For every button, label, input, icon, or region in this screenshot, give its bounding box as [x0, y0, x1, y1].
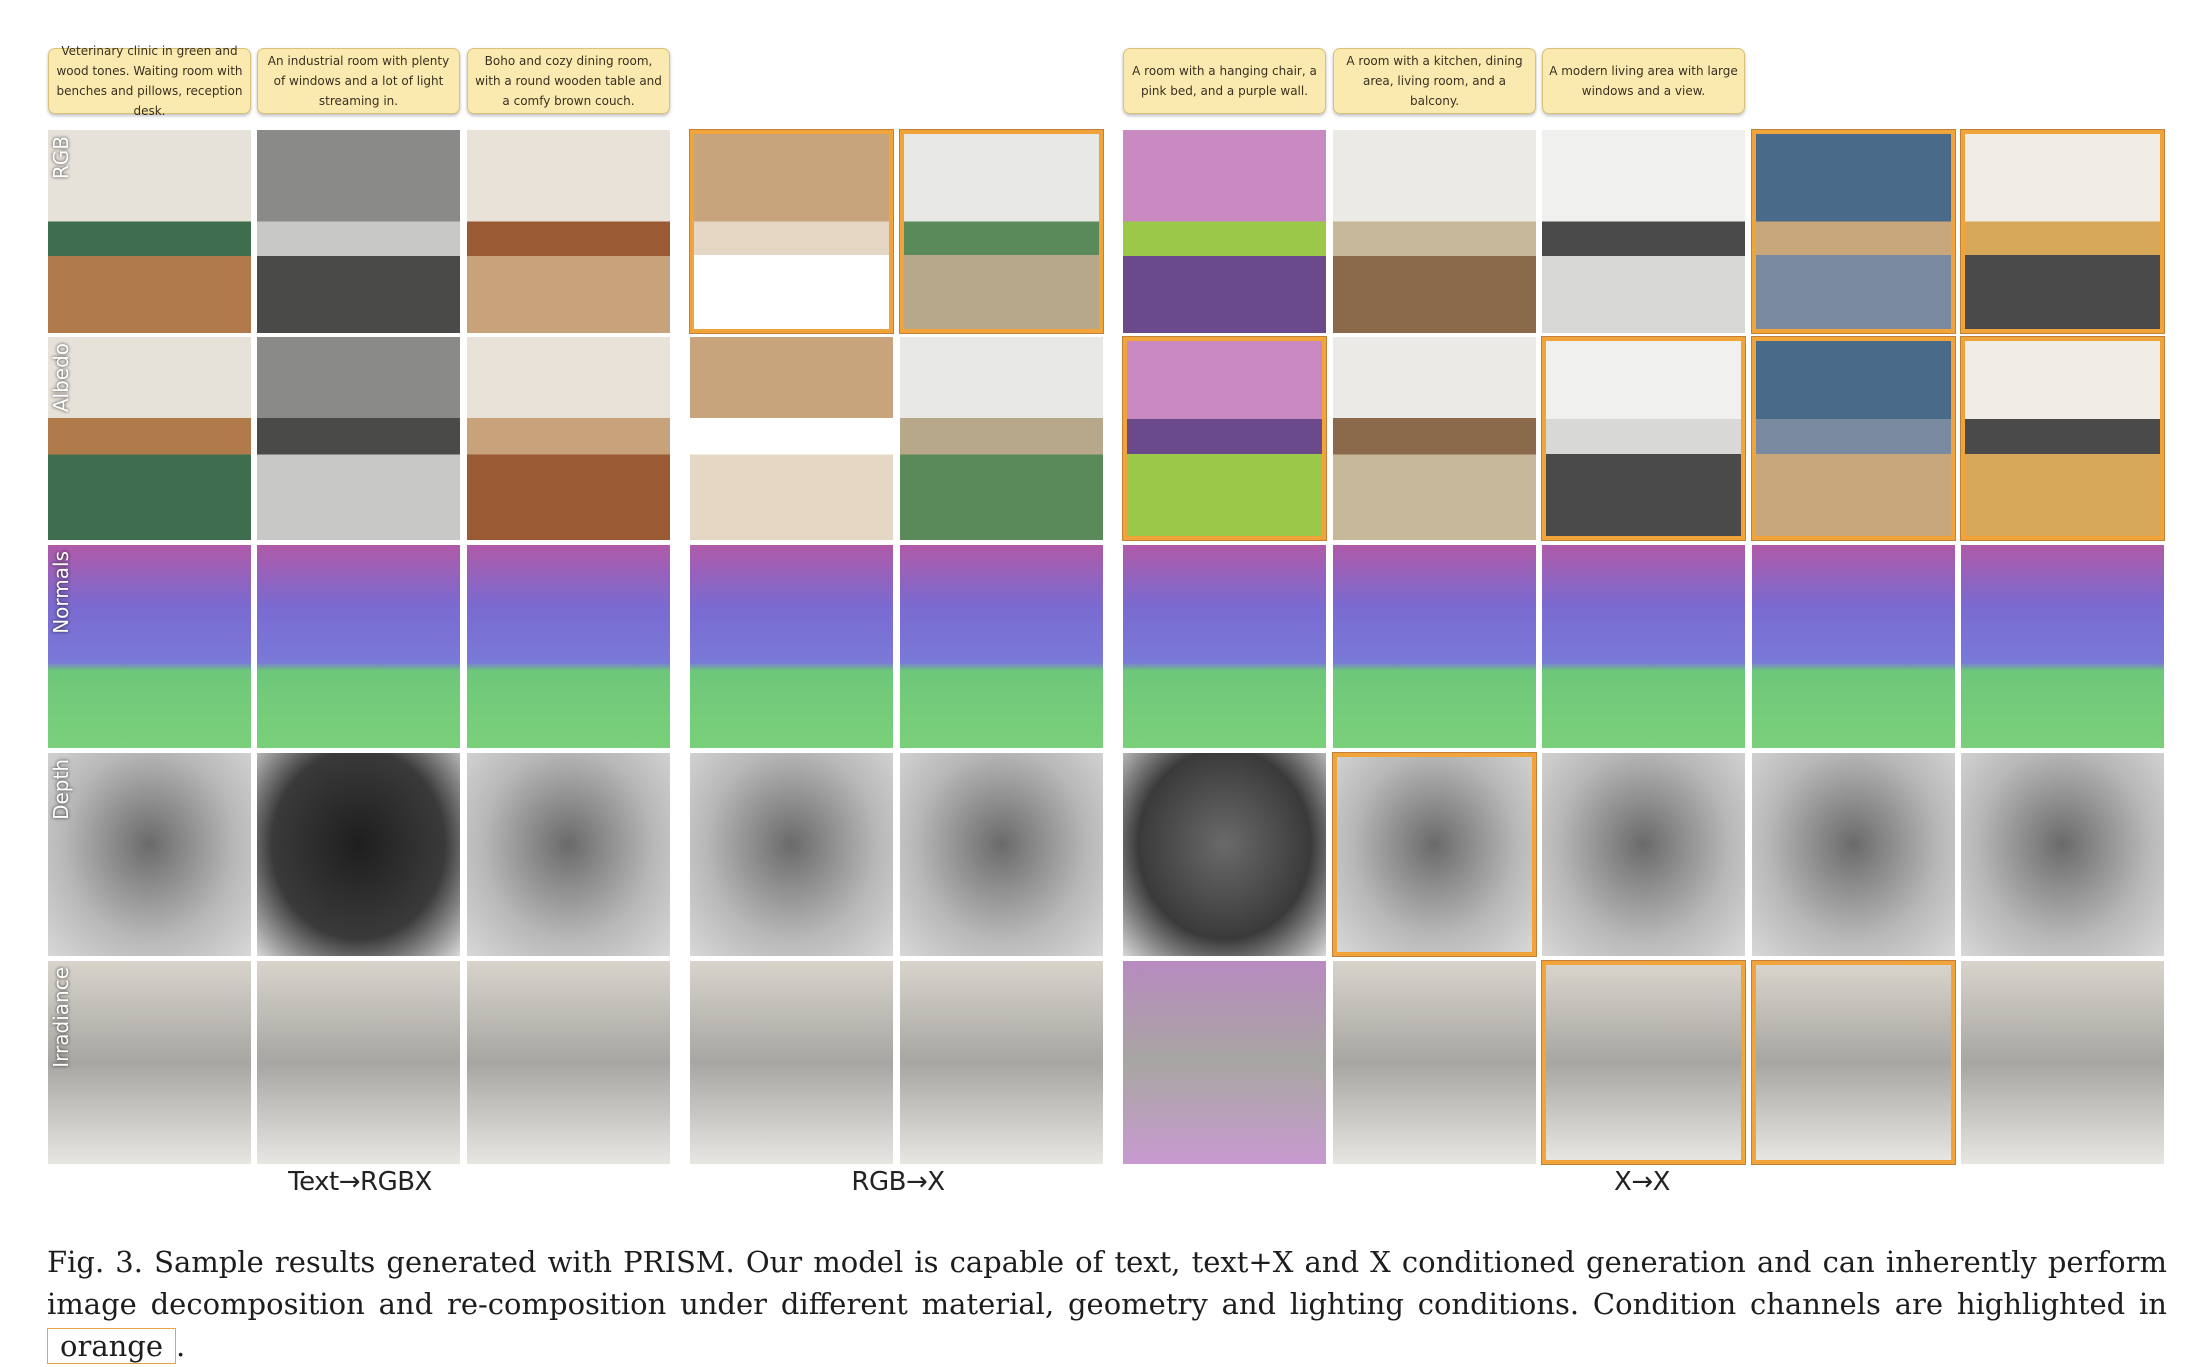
tile-rgb-2x-scene1-depth — [690, 753, 893, 956]
tile-rgb-2x-scene2-rgb — [900, 130, 1103, 333]
tile-rgb-2x-scene1-normals — [690, 545, 893, 748]
tile-rgb-2x-scene1-irradiance — [690, 961, 893, 1164]
tile-x-2x-scene5-depth — [1961, 753, 2164, 956]
group-label-1: Text→RGBX — [288, 1167, 432, 1197]
row-label-text: Albedo — [49, 343, 73, 413]
tile-x-2x-scene5-normals — [1961, 545, 2164, 748]
tile-x-2x-scene3-albedo — [1542, 337, 1745, 540]
row-label-depth: Depth — [48, 753, 74, 953]
tile-x-2x-scene5-albedo — [1961, 337, 2164, 540]
prompt-box-2: An industrial room with plenty of window… — [257, 48, 460, 114]
row-label-text: Depth — [49, 759, 73, 820]
tile-rgb-2x-scene2-irradiance — [900, 961, 1103, 1164]
tile-x-2x-scene2-irradiance — [1333, 961, 1536, 1164]
tile-text-scene2-normals — [257, 545, 460, 748]
tile-x-2x-scene5-rgb — [1961, 130, 2164, 333]
caption-highlight-word: orange — [47, 1328, 177, 1364]
tile-x-2x-scene3-normals — [1542, 545, 1745, 748]
tile-text-scene1-rgb — [48, 130, 251, 333]
tile-rgb-2x-scene2-albedo — [900, 337, 1103, 540]
tile-x-2x-scene2-depth — [1333, 753, 1536, 956]
row-label-text: RGB — [49, 136, 73, 180]
row-label-rgb: RGB — [48, 130, 74, 330]
tile-x-2x-scene1-albedo — [1123, 337, 1326, 540]
tile-x-2x-scene3-depth — [1542, 753, 1745, 956]
tile-rgb-2x-scene1-rgb — [690, 130, 893, 333]
row-label-irradiance: Irradiance — [48, 961, 74, 1161]
row-label-text: Irradiance — [49, 967, 73, 1068]
tile-x-2x-scene2-normals — [1333, 545, 1536, 748]
tile-x-2x-scene4-irradiance — [1752, 961, 1955, 1164]
row-label-albedo: Albedo — [48, 337, 74, 537]
tile-text-scene2-albedo — [257, 337, 460, 540]
caption-text: Fig. 3. Sample results generated with PR… — [47, 1245, 2167, 1321]
tile-text-scene3-albedo — [467, 337, 670, 540]
tile-x-2x-scene2-rgb — [1333, 130, 1536, 333]
tile-x-2x-scene4-normals — [1752, 545, 1955, 748]
tile-x-2x-scene5-irradiance — [1961, 961, 2164, 1164]
prompt-box-4: A room with a hanging chair, a pink bed,… — [1123, 48, 1326, 114]
tile-text-scene1-irradiance — [48, 961, 251, 1164]
tile-x-2x-scene1-depth — [1123, 753, 1326, 956]
prompt-box-6: A modern living area with large windows … — [1542, 48, 1745, 114]
tile-text-scene3-irradiance — [467, 961, 670, 1164]
figure-caption: Fig. 3. Sample results generated with PR… — [47, 1241, 2167, 1367]
tile-text-scene3-rgb — [467, 130, 670, 333]
tile-text-scene3-depth — [467, 753, 670, 956]
group-label-3: X→X — [1614, 1167, 1670, 1197]
tile-x-2x-scene1-normals — [1123, 545, 1326, 748]
caption-end: . — [176, 1329, 186, 1363]
tile-x-2x-scene1-irradiance — [1123, 961, 1326, 1164]
tile-x-2x-scene4-albedo — [1752, 337, 1955, 540]
tile-text-scene2-rgb — [257, 130, 460, 333]
tile-x-2x-scene3-irradiance — [1542, 961, 1745, 1164]
row-label-normals: Normals — [48, 545, 74, 745]
tile-text-scene1-depth — [48, 753, 251, 956]
tile-text-scene1-albedo — [48, 337, 251, 540]
tile-text-scene1-normals — [48, 545, 251, 748]
prompt-box-3: Boho and cozy dining room, with a round … — [467, 48, 670, 114]
tile-x-2x-scene3-rgb — [1542, 130, 1745, 333]
tile-text-scene3-normals — [467, 545, 670, 748]
tile-rgb-2x-scene2-normals — [900, 545, 1103, 748]
tile-text-scene2-depth — [257, 753, 460, 956]
tile-x-2x-scene1-rgb — [1123, 130, 1326, 333]
row-label-text: Normals — [49, 551, 73, 634]
tile-x-2x-scene4-rgb — [1752, 130, 1955, 333]
tile-text-scene2-irradiance — [257, 961, 460, 1164]
group-label-2: RGB→X — [851, 1167, 945, 1197]
tile-x-2x-scene4-depth — [1752, 753, 1955, 956]
prompt-box-1: Veterinary clinic in green and wood tone… — [48, 44, 251, 118]
tile-rgb-2x-scene1-albedo — [690, 337, 893, 540]
prompt-box-5: A room with a kitchen, dining area, livi… — [1333, 48, 1536, 114]
tile-rgb-2x-scene2-depth — [900, 753, 1103, 956]
tile-x-2x-scene2-albedo — [1333, 337, 1536, 540]
